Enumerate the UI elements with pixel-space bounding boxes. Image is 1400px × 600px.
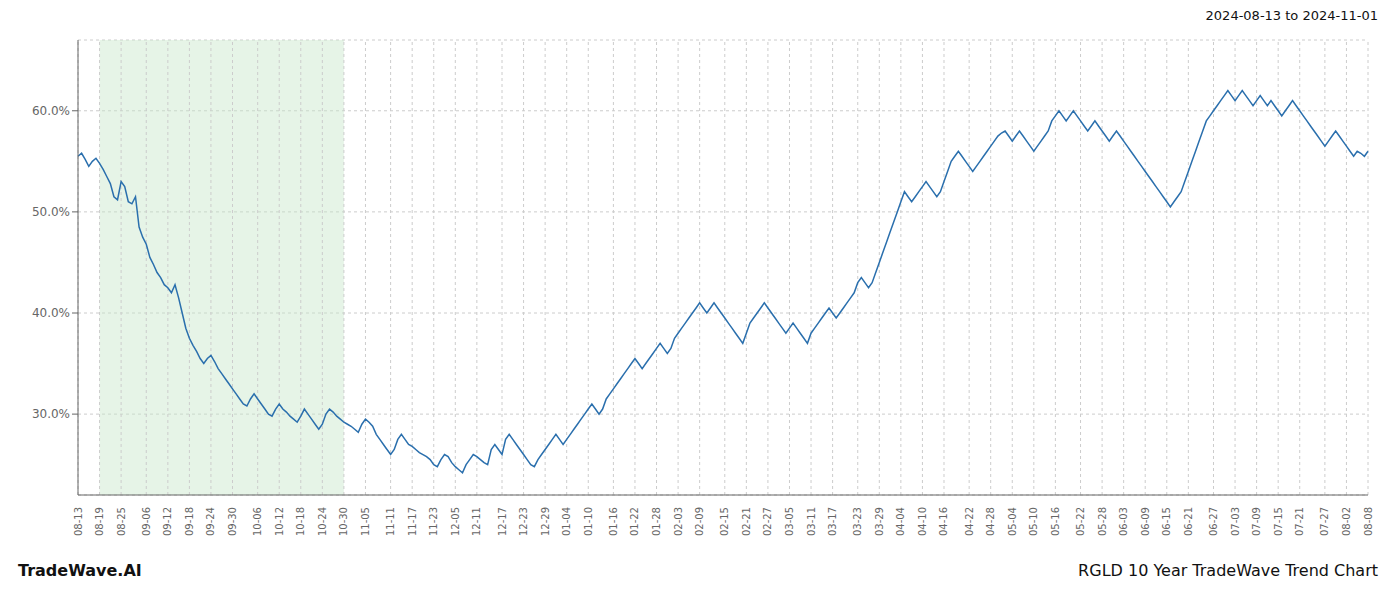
svg-text:02-15: 02-15 bbox=[719, 507, 730, 536]
svg-text:02-27: 02-27 bbox=[762, 507, 773, 536]
svg-text:01-04: 01-04 bbox=[561, 507, 572, 536]
svg-text:01-22: 01-22 bbox=[629, 507, 640, 536]
svg-text:01-10: 01-10 bbox=[583, 507, 594, 536]
svg-text:10-18: 10-18 bbox=[295, 507, 306, 536]
svg-text:60.0%: 60.0% bbox=[32, 104, 70, 118]
svg-text:09-30: 09-30 bbox=[227, 507, 238, 536]
svg-text:04-04: 04-04 bbox=[895, 507, 906, 536]
svg-text:03-17: 03-17 bbox=[827, 507, 838, 536]
svg-text:05-04: 05-04 bbox=[1007, 507, 1018, 536]
svg-text:10-30: 10-30 bbox=[338, 507, 349, 536]
svg-text:04-16: 04-16 bbox=[938, 507, 949, 536]
svg-text:08-19: 08-19 bbox=[94, 507, 105, 536]
svg-text:07-03: 07-03 bbox=[1230, 507, 1241, 536]
svg-text:11-11: 11-11 bbox=[385, 507, 396, 536]
svg-text:03-11: 03-11 bbox=[806, 507, 817, 536]
svg-text:08-08: 08-08 bbox=[1363, 507, 1374, 536]
svg-text:10-12: 10-12 bbox=[274, 507, 285, 536]
svg-text:02-21: 02-21 bbox=[741, 507, 752, 536]
svg-text:07-27: 07-27 bbox=[1319, 507, 1330, 536]
svg-text:06-15: 06-15 bbox=[1161, 507, 1172, 536]
svg-text:03-29: 03-29 bbox=[874, 507, 885, 536]
svg-text:01-16: 01-16 bbox=[608, 507, 619, 536]
svg-text:07-09: 07-09 bbox=[1251, 507, 1262, 536]
svg-text:08-13: 08-13 bbox=[73, 507, 84, 536]
svg-text:01-28: 01-28 bbox=[651, 507, 662, 536]
svg-text:02-09: 02-09 bbox=[694, 507, 705, 536]
svg-text:09-18: 09-18 bbox=[184, 507, 195, 536]
svg-text:05-10: 05-10 bbox=[1028, 507, 1039, 536]
svg-text:06-21: 06-21 bbox=[1183, 507, 1194, 536]
svg-text:10-24: 10-24 bbox=[317, 507, 328, 536]
svg-text:11-05: 11-05 bbox=[360, 507, 371, 536]
svg-text:09-12: 09-12 bbox=[162, 507, 173, 536]
svg-text:09-24: 09-24 bbox=[205, 507, 216, 536]
svg-text:06-03: 06-03 bbox=[1118, 507, 1129, 536]
svg-text:12-11: 12-11 bbox=[471, 507, 482, 536]
svg-text:05-28: 05-28 bbox=[1097, 507, 1108, 536]
svg-text:02-03: 02-03 bbox=[673, 507, 684, 536]
svg-text:04-10: 04-10 bbox=[917, 507, 928, 536]
svg-text:07-15: 07-15 bbox=[1273, 507, 1284, 536]
html-text:RGLD 10 Year TradeWave Trend C: RGLD 10 Year TradeWave Trend Chart bbox=[1078, 561, 1378, 580]
html-text:TradeWave.AI: TradeWave.AI bbox=[18, 561, 142, 580]
svg-text:03-05: 03-05 bbox=[784, 507, 795, 536]
html-text:2024-08-13 to 2024-11-01: 2024-08-13 to 2024-11-01 bbox=[1205, 8, 1378, 23]
svg-text:09-06: 09-06 bbox=[141, 507, 152, 536]
svg-text:10-06: 10-06 bbox=[252, 507, 263, 536]
svg-text:06-09: 06-09 bbox=[1140, 507, 1151, 536]
svg-text:11-17: 11-17 bbox=[407, 507, 418, 536]
svg-text:03-23: 03-23 bbox=[852, 507, 863, 536]
svg-text:11-23: 11-23 bbox=[428, 507, 439, 536]
svg-text:12-17: 12-17 bbox=[497, 507, 508, 536]
svg-text:05-22: 05-22 bbox=[1075, 507, 1086, 536]
svg-text:06-27: 06-27 bbox=[1208, 507, 1219, 536]
svg-text:12-29: 12-29 bbox=[540, 507, 551, 536]
svg-text:08-02: 08-02 bbox=[1341, 507, 1352, 536]
svg-text:04-28: 04-28 bbox=[985, 507, 996, 536]
svg-text:08-25: 08-25 bbox=[116, 507, 127, 536]
svg-text:12-23: 12-23 bbox=[518, 507, 529, 536]
svg-text:05-16: 05-16 bbox=[1050, 507, 1061, 536]
svg-text:12-05: 12-05 bbox=[450, 507, 461, 536]
svg-text:40.0%: 40.0% bbox=[32, 306, 70, 320]
svg-text:50.0%: 50.0% bbox=[32, 205, 70, 219]
svg-text:07-21: 07-21 bbox=[1294, 507, 1305, 536]
svg-text:30.0%: 30.0% bbox=[32, 407, 70, 421]
svg-text:04-22: 04-22 bbox=[964, 507, 975, 536]
